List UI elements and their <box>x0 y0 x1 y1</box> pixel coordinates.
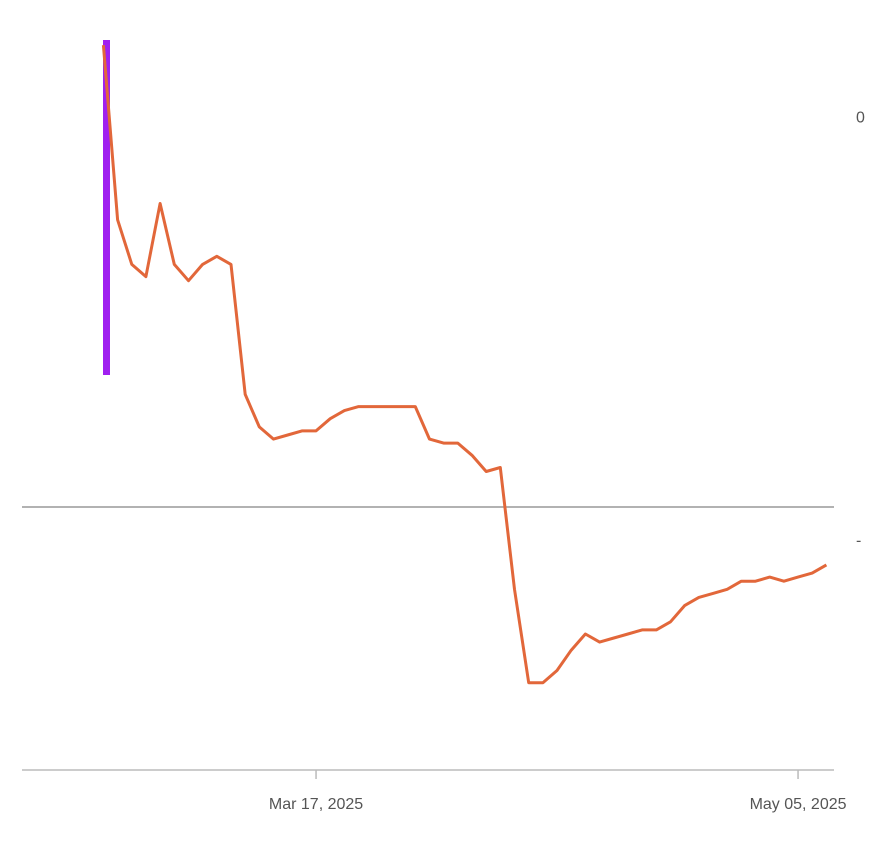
y-tick-label: 0 <box>856 109 865 126</box>
x-tick-label: May 05, 2025 <box>750 796 847 813</box>
x-tick-label: Mar 17, 2025 <box>269 796 363 813</box>
line-series <box>101 44 828 685</box>
y-tick-label: - <box>856 533 861 550</box>
cursor-marker <box>103 40 110 375</box>
